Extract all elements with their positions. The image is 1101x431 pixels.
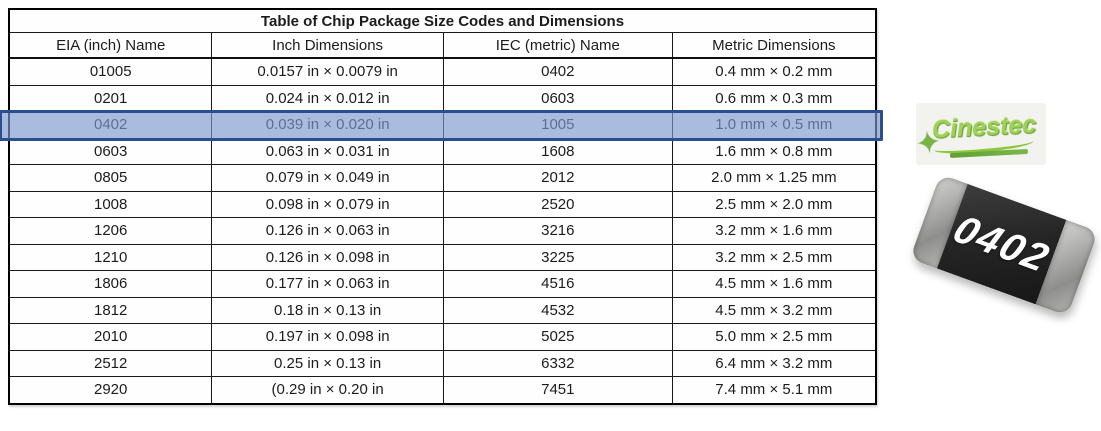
table-row: 1806 0.177 in × 0.063 in 4516 4.5 mm × 1.6 …	[8, 270, 877, 298]
table-cell: (0.29 in × 0.20 in	[211, 376, 444, 404]
table-cell: 5025	[442, 323, 673, 351]
table-cell: 0.063 in × 0.031 in	[211, 137, 444, 165]
table-cell: 2920	[8, 376, 213, 404]
table-title: Table of Chip Package Size Codes and Dim…	[8, 8, 877, 33]
table-cell: 0.098 in × 0.079 in	[211, 190, 444, 218]
table-cell: 4516	[442, 270, 673, 298]
table-cell: 2012	[442, 164, 673, 192]
table-cell: 0805	[8, 164, 213, 192]
table-cell: 0402	[442, 57, 673, 86]
table-row: 1210 0.126 in × 0.098 in 3225 3.2 mm × 2.5 …	[8, 243, 877, 271]
table-cell: 4.5 mm × 1.6 mm	[671, 270, 877, 298]
table-cell: 1806	[8, 270, 213, 298]
table-cell: 6332	[442, 349, 673, 377]
table-cell: 0603	[8, 137, 213, 165]
table-cell: 4.5 mm × 3.2 mm	[671, 296, 877, 324]
table-cell: 0.039 in × 0.020 in	[211, 111, 444, 139]
cinestec-logo: ✦ Cinestec	[916, 103, 1046, 165]
table-header-row: EIA (inch) Name Inch Dimensions IEC (metri…	[8, 32, 877, 59]
table-cell: 1005	[442, 111, 673, 139]
table-row: 0201 0.024 in × 0.012 in 0603 0.6 mm × 0.3 …	[8, 84, 877, 112]
table-row: 1008 0.098 in × 0.079 in 2520 2.5 mm × 2.0 …	[8, 190, 877, 218]
table-cell: 0.126 in × 0.098 in	[211, 243, 444, 271]
table-cell: 0.6 mm × 0.3 mm	[671, 84, 877, 112]
column-header: Inch Dimensions	[211, 32, 444, 59]
table-cell: 1008	[8, 190, 213, 218]
table-row: 2512 0.25 in × 0.13 in 6332 6.4 mm × 3.2 mm	[8, 349, 877, 377]
table-cell: 0.177 in × 0.063 in	[211, 270, 444, 298]
table-cell: 3225	[442, 243, 673, 271]
chip-package-size-table: Table of Chip Package Size Codes and Dim…	[8, 8, 877, 405]
table-cell: 2.5 mm × 2.0 mm	[671, 190, 877, 218]
table-cell: 1210	[8, 243, 213, 271]
chip-resistor-photo: 0402	[909, 173, 1099, 317]
table-row: 0805 0.079 in × 0.049 in 2012 2.0 mm × 1.25…	[8, 164, 877, 192]
table-cell: 0402	[8, 111, 213, 139]
table-cell: 7451	[442, 376, 673, 404]
table-cell: 0.079 in × 0.049 in	[211, 164, 444, 192]
table-row: 1812 0.18 in × 0.13 in 4532 4.5 mm × 3.2 mm	[8, 296, 877, 324]
table-row: 1206 0.126 in × 0.063 in 3216 3.2 mm × 1.6 …	[8, 217, 877, 245]
table-row-highlighted: 0402 0.039 in × 0.020 in 1005 1.0 mm × 0.5 …	[8, 111, 877, 139]
table-cell: 2512	[8, 349, 213, 377]
table-cell: 1608	[442, 137, 673, 165]
table-cell: 3216	[442, 217, 673, 245]
table-cell: 0.126 in × 0.063 in	[211, 217, 444, 245]
table-cell: 0.25 in × 0.13 in	[211, 349, 444, 377]
table-cell: 1.6 mm × 0.8 mm	[671, 137, 877, 165]
table-cell: 2010	[8, 323, 213, 351]
table-cell: 0.4 mm × 0.2 mm	[671, 57, 877, 86]
table-cell: 3.2 mm × 2.5 mm	[671, 243, 877, 271]
table-cell: 2.0 mm × 1.25 mm	[671, 164, 877, 192]
column-header: EIA (inch) Name	[8, 32, 213, 59]
table-cell: 0.18 in × 0.13 in	[211, 296, 444, 324]
table-cell: 0.024 in × 0.012 in	[211, 84, 444, 112]
table-cell: 0603	[442, 84, 673, 112]
table-cell: 0.197 in × 0.098 in	[211, 323, 444, 351]
table-cell: 4532	[442, 296, 673, 324]
table-cell: 7.4 mm × 5.1 mm	[671, 376, 877, 404]
table-cell: 0201	[8, 84, 213, 112]
table-cell: 1812	[8, 296, 213, 324]
table-cell: 0.0157 in × 0.0079 in	[211, 57, 444, 86]
chip-size-label: 0402	[946, 207, 1058, 281]
table-row: 01005 0.0157 in × 0.0079 in 0402 0.4 mm × 0…	[8, 57, 877, 86]
table-cell: 3.2 mm × 1.6 mm	[671, 217, 877, 245]
table-title-row: Table of Chip Package Size Codes and Dim…	[8, 8, 877, 33]
column-header: IEC (metric) Name	[442, 32, 673, 59]
table-row: 2010 0.197 in × 0.098 in 5025 5.0 mm × 2.5 …	[8, 323, 877, 351]
table-cell: 2520	[442, 190, 673, 218]
table-row: 0603 0.063 in × 0.031 in 1608 1.6 mm × 0.8 …	[8, 137, 877, 165]
table-cell: 1206	[8, 217, 213, 245]
table-cell: 6.4 mm × 3.2 mm	[671, 349, 877, 377]
table-cell: 1.0 mm × 0.5 mm	[671, 111, 877, 139]
table-cell: 5.0 mm × 2.5 mm	[671, 323, 877, 351]
table-cell: 01005	[8, 57, 213, 86]
column-header: Metric Dimensions	[671, 32, 877, 59]
table-row: 2920 (0.29 in × 0.20 in 7451 7.4 mm × 5.1 m…	[8, 376, 877, 404]
